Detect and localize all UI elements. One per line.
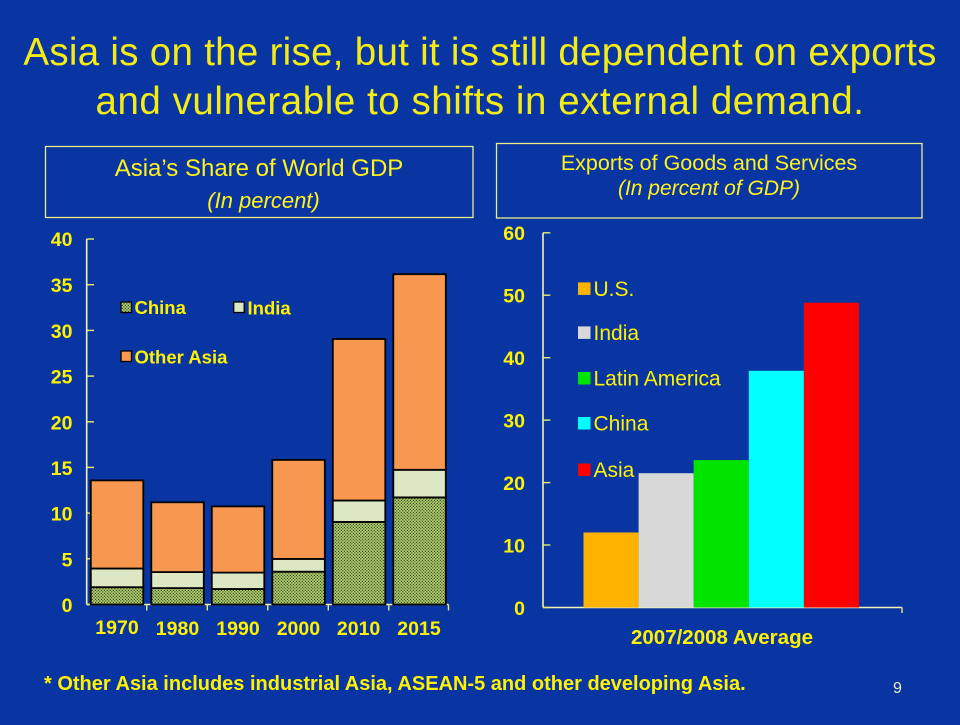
svg-text:1970: 1970 <box>95 617 139 639</box>
svg-text:* Other Asia includes industri: * Other Asia includes industrial Asia, A… <box>44 673 746 695</box>
svg-text:50: 50 <box>503 286 525 308</box>
svg-text:20: 20 <box>503 473 525 495</box>
svg-text:10: 10 <box>51 504 73 526</box>
svg-text:Exports of Goods and Services: Exports of Goods and Services <box>561 151 857 175</box>
svg-text:India: India <box>594 322 640 345</box>
svg-text:5: 5 <box>62 549 73 571</box>
svg-text:2000: 2000 <box>277 618 321 640</box>
svg-text:1990: 1990 <box>216 618 260 640</box>
svg-text:Asia is on the rise, but it is: Asia is on the rise, but it is still dep… <box>23 31 936 74</box>
svg-text:30: 30 <box>51 321 73 343</box>
svg-text:(In percent): (In percent) <box>207 188 320 213</box>
svg-text:and vulnerable to shifts in ex: and vulnerable to shifts in external dem… <box>96 80 865 123</box>
svg-text:Other Asia: Other Asia <box>135 347 229 368</box>
svg-text:40: 40 <box>503 348 525 370</box>
svg-text:India: India <box>248 298 292 319</box>
svg-text:15: 15 <box>51 458 73 480</box>
svg-text:0: 0 <box>514 598 525 620</box>
svg-text:30: 30 <box>503 411 525 433</box>
svg-text:Asia’s Share of World GDP: Asia’s Share of World GDP <box>115 155 404 182</box>
svg-text:2015: 2015 <box>397 618 441 640</box>
svg-text:China: China <box>135 297 187 318</box>
svg-text:U.S.: U.S. <box>594 278 635 301</box>
svg-text:1980: 1980 <box>156 618 200 640</box>
svg-text:0: 0 <box>62 595 73 617</box>
svg-text:25: 25 <box>51 367 73 389</box>
svg-text:10: 10 <box>503 536 525 558</box>
svg-text:2010: 2010 <box>337 618 381 640</box>
svg-text:60: 60 <box>503 223 525 245</box>
svg-text:Asia: Asia <box>594 459 635 482</box>
svg-text:China: China <box>594 413 649 436</box>
svg-text:9: 9 <box>893 680 902 697</box>
svg-text:20: 20 <box>51 412 73 434</box>
svg-text:Latin America: Latin America <box>594 368 722 391</box>
svg-text:2007/2008 Average: 2007/2008 Average <box>631 626 813 649</box>
svg-text:35: 35 <box>51 275 73 297</box>
svg-text:40: 40 <box>51 229 73 251</box>
svg-text:(In percent of GDP): (In percent of GDP) <box>618 177 800 200</box>
